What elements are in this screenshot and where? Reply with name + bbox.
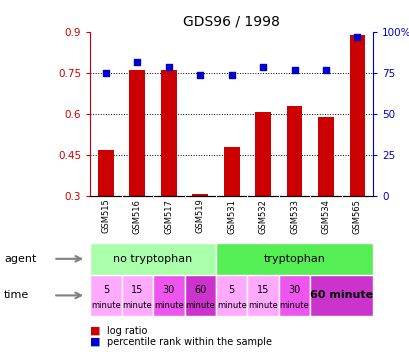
Text: tryptophan: tryptophan bbox=[263, 254, 325, 264]
Point bbox=[228, 72, 234, 78]
Text: 30: 30 bbox=[288, 286, 300, 296]
Text: 5: 5 bbox=[103, 286, 109, 296]
Text: agent: agent bbox=[4, 254, 36, 264]
Text: 15: 15 bbox=[256, 286, 269, 296]
Bar bbox=[90, 275, 121, 316]
Point bbox=[259, 64, 266, 70]
Point bbox=[165, 64, 172, 70]
Text: minute: minute bbox=[153, 301, 183, 310]
Text: GSM515: GSM515 bbox=[101, 198, 110, 233]
Text: minute: minute bbox=[216, 301, 246, 310]
Bar bbox=[98, 150, 114, 196]
Bar bbox=[349, 35, 364, 196]
Text: ■: ■ bbox=[90, 337, 101, 347]
Bar bbox=[192, 193, 208, 196]
Text: GSM532: GSM532 bbox=[258, 198, 267, 233]
Text: GSM533: GSM533 bbox=[289, 198, 298, 234]
Bar bbox=[247, 275, 278, 316]
Text: percentile rank within the sample: percentile rank within the sample bbox=[106, 337, 271, 347]
Bar bbox=[317, 117, 333, 196]
Point bbox=[196, 72, 203, 78]
Bar bbox=[254, 111, 270, 196]
Title: GDS96 / 1998: GDS96 / 1998 bbox=[183, 14, 279, 28]
Text: time: time bbox=[4, 290, 29, 301]
Point bbox=[290, 67, 297, 73]
Text: 60: 60 bbox=[193, 286, 206, 296]
Text: GSM534: GSM534 bbox=[321, 198, 330, 233]
Text: 60 minute: 60 minute bbox=[309, 290, 372, 301]
Text: GSM531: GSM531 bbox=[227, 198, 236, 233]
Text: log ratio: log ratio bbox=[106, 326, 146, 336]
Point bbox=[102, 70, 109, 76]
Bar bbox=[223, 147, 239, 196]
Text: 15: 15 bbox=[131, 286, 143, 296]
Text: no tryptophan: no tryptophan bbox=[113, 254, 192, 264]
Text: minute: minute bbox=[122, 301, 152, 310]
Text: minute: minute bbox=[247, 301, 277, 310]
Text: 5: 5 bbox=[228, 286, 234, 296]
Bar bbox=[310, 275, 372, 316]
Text: GSM519: GSM519 bbox=[195, 198, 204, 233]
Point bbox=[322, 67, 328, 73]
Bar bbox=[184, 275, 216, 316]
Bar bbox=[121, 275, 153, 316]
Text: GSM565: GSM565 bbox=[352, 198, 361, 233]
Text: minute: minute bbox=[185, 301, 215, 310]
Bar bbox=[160, 70, 176, 196]
Text: GSM517: GSM517 bbox=[164, 198, 173, 233]
Text: GSM516: GSM516 bbox=[133, 198, 142, 233]
Text: minute: minute bbox=[91, 301, 121, 310]
Bar bbox=[216, 243, 372, 275]
Bar bbox=[216, 275, 247, 316]
Point bbox=[134, 59, 140, 65]
Bar bbox=[129, 70, 145, 196]
Text: minute: minute bbox=[279, 301, 309, 310]
Text: 30: 30 bbox=[162, 286, 175, 296]
Point bbox=[353, 34, 360, 40]
Bar bbox=[90, 243, 216, 275]
Bar bbox=[278, 275, 310, 316]
Bar bbox=[153, 275, 184, 316]
Bar bbox=[286, 106, 302, 196]
Text: ■: ■ bbox=[90, 326, 101, 336]
